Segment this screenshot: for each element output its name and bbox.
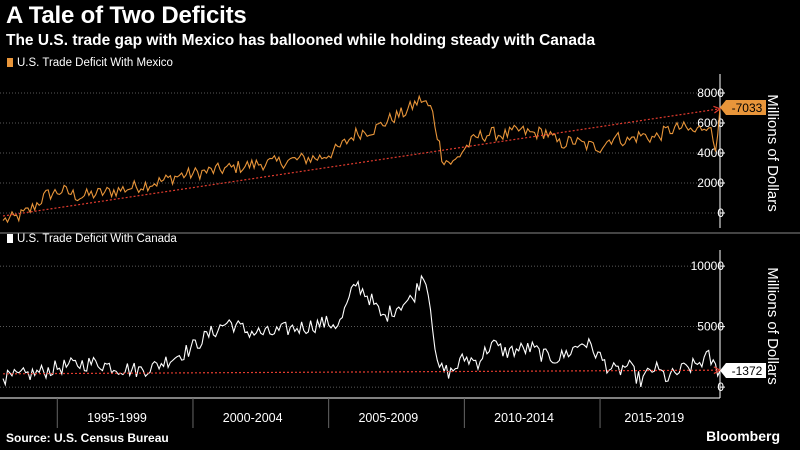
mexico-panel: U.S. Trade Deficit With Mexico 0 2000 4000 6…: [0, 57, 781, 228]
canada-trend-line: [2, 369, 721, 375]
source-note: Source: U.S. Census Bureau: [6, 431, 169, 445]
canada-legend-swatch: [7, 234, 13, 243]
mexico-series-line: [2, 94, 721, 224]
chart-title: A Tale of Two Deficits: [6, 2, 247, 29]
chart-subtitle: The U.S. trade gap with Mexico has ballo…: [6, 32, 596, 49]
x-tick-label: 2015-2019: [624, 411, 684, 425]
x-tick-label: 1995-1999: [87, 411, 147, 425]
canada-last-value-label: -1372: [732, 364, 763, 378]
mexico-y-axis-label: Millions of Dollars: [764, 94, 781, 212]
mexico-ytick-label: 4000: [697, 146, 724, 160]
mexico-legend-swatch: [7, 58, 13, 67]
mexico-trend-arrowhead: [713, 105, 722, 114]
canada-y-axis-label: Millions of Dollars: [764, 267, 781, 385]
mexico-ytick-label: 0: [717, 206, 724, 220]
x-tick-label: 2000-2004: [223, 411, 283, 425]
canada-ytick-label: 10000: [691, 259, 725, 273]
x-tick-label: 2005-2009: [358, 411, 418, 425]
mexico-ytick-label: 2000: [697, 176, 724, 190]
mexico-trend-line: [2, 108, 721, 217]
canada-panel: U.S. Trade Deficit With Canada 0 5000 10000…: [0, 233, 781, 398]
mexico-ytick-label: 6000: [697, 116, 724, 130]
canada-series-line: [2, 274, 721, 388]
mexico-last-value-label: -7033: [732, 101, 763, 115]
mexico-ytick-label: 8000: [697, 86, 724, 100]
bloomberg-logo: Bloomberg: [706, 428, 780, 444]
mexico-last-value-badge: [720, 100, 766, 116]
canada-legend-label: U.S. Trade Deficit With Canada: [17, 233, 177, 245]
canada-ytick-label: 5000: [697, 320, 724, 334]
canada-trend-arrowhead: [713, 366, 722, 375]
mexico-legend-label: U.S. Trade Deficit With Mexico: [17, 57, 173, 69]
x-tick-label: 2010-2014: [494, 411, 554, 425]
canada-last-value-badge: [720, 363, 766, 379]
canada-ytick-label: 0: [717, 380, 724, 394]
